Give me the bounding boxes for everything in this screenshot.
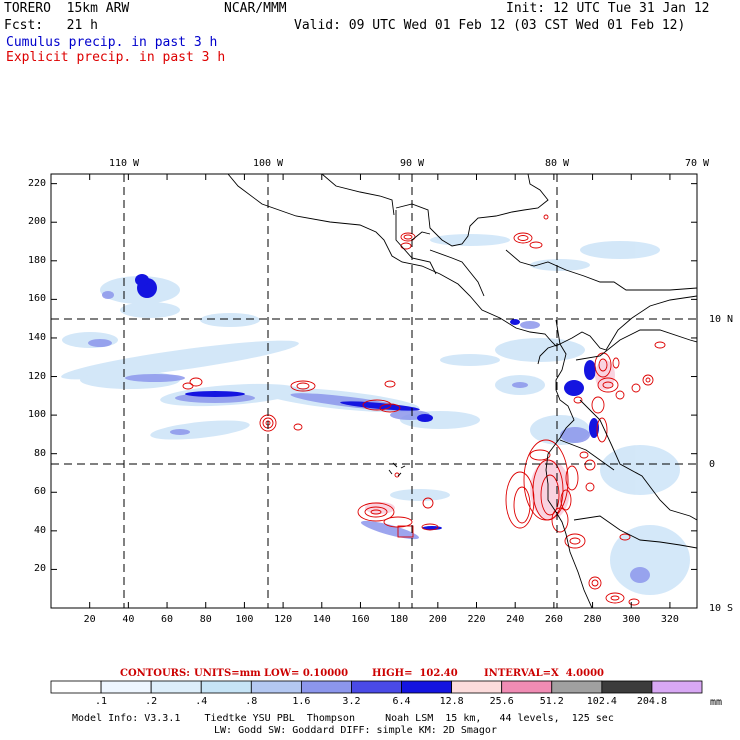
coastlines bbox=[227, 174, 697, 608]
explicit-contours bbox=[182, 214, 666, 606]
model-info: Model Info: V3.3.1 Tiedtke YSU PBL Thomp… bbox=[72, 713, 614, 724]
colorbar-level-label: 204.8 bbox=[636, 696, 667, 707]
lon-label: 90 W bbox=[399, 158, 425, 169]
forecast-hour: Fcst: 21 h bbox=[4, 18, 98, 33]
x-tick-label: 60 bbox=[161, 614, 174, 625]
model-title: TORERO 15km ARW bbox=[4, 1, 130, 16]
colorbar-level-label: .2 bbox=[145, 696, 158, 707]
colorbar-swatch bbox=[150, 680, 202, 694]
x-tick-label: 320 bbox=[660, 614, 679, 625]
colorbar-swatch bbox=[651, 680, 703, 694]
x-tick-label: 280 bbox=[583, 614, 602, 625]
x-tick-label: 160 bbox=[351, 614, 370, 625]
y-tick-label: 200 bbox=[27, 216, 46, 228]
y-tick-label: 180 bbox=[27, 254, 46, 266]
colorbar-swatch bbox=[401, 680, 453, 694]
x-tick-label: 80 bbox=[199, 614, 212, 625]
colorbar-swatch bbox=[551, 680, 603, 694]
legend-cumulus: Cumulus precip. in past 3 h bbox=[6, 35, 218, 50]
x-tick-label: 180 bbox=[390, 614, 409, 625]
y-tick-label: 140 bbox=[27, 331, 46, 343]
colorbar-level-label: .4 bbox=[195, 696, 208, 707]
x-tick-label: 300 bbox=[622, 614, 641, 625]
x-tick-label: 240 bbox=[506, 614, 525, 625]
colorbar-swatch bbox=[50, 680, 102, 694]
colorbar-swatch bbox=[100, 680, 152, 694]
lon-label: 100 W bbox=[252, 158, 284, 169]
legend-explicit: Explicit precip. in past 3 h bbox=[6, 50, 226, 65]
x-tick-label: 220 bbox=[467, 614, 486, 625]
init-time: Init: 12 UTC Tue 31 Jan 12 bbox=[506, 1, 710, 16]
latlon-grid bbox=[51, 174, 697, 608]
colorbar-units: mm bbox=[710, 697, 723, 708]
x-tick-label: 20 bbox=[83, 614, 96, 625]
lat-label: 10 S bbox=[709, 603, 734, 614]
lon-label: 70 W bbox=[684, 158, 710, 169]
organization-label: NCAR/MMM bbox=[224, 1, 287, 16]
colorbar-level-label: 25.6 bbox=[489, 696, 514, 707]
lat-label: 0 bbox=[709, 459, 716, 470]
colorbar-level-label: .8 bbox=[245, 696, 258, 707]
x-tick-label: 260 bbox=[544, 614, 563, 625]
y-tick-label: 120 bbox=[27, 370, 46, 382]
y-tick-label: 220 bbox=[27, 177, 46, 189]
colorbar bbox=[50, 680, 703, 694]
lon-label: 110 W bbox=[108, 158, 140, 169]
plot-frame bbox=[50, 173, 698, 609]
contours-high: HIGH= 102.40 bbox=[372, 668, 458, 679]
x-tick-label: 140 bbox=[312, 614, 331, 625]
y-tick-label: 60 bbox=[33, 486, 46, 498]
y-tick-label: 20 bbox=[33, 563, 46, 575]
colorbar-level-label: 102.4 bbox=[586, 696, 617, 707]
colorbar-swatch bbox=[351, 680, 402, 694]
contours-low: LOW= 0.10000 bbox=[264, 668, 349, 679]
colorbar-swatch bbox=[451, 680, 503, 694]
y-tick-label: 160 bbox=[27, 293, 46, 305]
colorbar-level-label: 1.6 bbox=[292, 696, 311, 707]
contours-label: CONTOURS: bbox=[120, 668, 190, 679]
axis-ticks bbox=[51, 174, 697, 608]
colorbar-swatch bbox=[300, 680, 352, 694]
physics-info: LW: Godd SW: Goddard DIFF: simple KM: 2D… bbox=[214, 725, 497, 736]
colorbar-swatch bbox=[501, 680, 553, 694]
valid-time: Valid: 09 UTC Wed 01 Feb 12 (03 CST Wed … bbox=[294, 18, 686, 33]
precip-field bbox=[51, 174, 697, 608]
colorbar-swatch bbox=[250, 680, 302, 694]
contours-interval: INTERVAL=X 4.0000 bbox=[484, 668, 604, 679]
colorbar-swatch bbox=[601, 680, 653, 694]
y-tick-label: 100 bbox=[27, 409, 46, 421]
y-tick-label: 40 bbox=[33, 524, 46, 536]
lon-label: 80 W bbox=[544, 158, 570, 169]
x-tick-label: 40 bbox=[122, 614, 135, 625]
colorbar-swatch bbox=[200, 680, 252, 694]
colorbar-level-label: 12.8 bbox=[439, 696, 464, 707]
x-tick-label: 100 bbox=[235, 614, 254, 625]
y-tick-label: 80 bbox=[33, 447, 46, 459]
colorbar-level-label: 6.4 bbox=[392, 696, 411, 707]
lat-label: 10 N bbox=[709, 314, 734, 325]
contours-units: UNITS=mm bbox=[194, 668, 261, 679]
colorbar-level-label: 3.2 bbox=[342, 696, 361, 707]
colorbar-level-label: .1 bbox=[95, 696, 108, 707]
colorbar-level-label: 51.2 bbox=[539, 696, 564, 707]
x-tick-label: 120 bbox=[274, 614, 293, 625]
x-tick-label: 200 bbox=[428, 614, 447, 625]
